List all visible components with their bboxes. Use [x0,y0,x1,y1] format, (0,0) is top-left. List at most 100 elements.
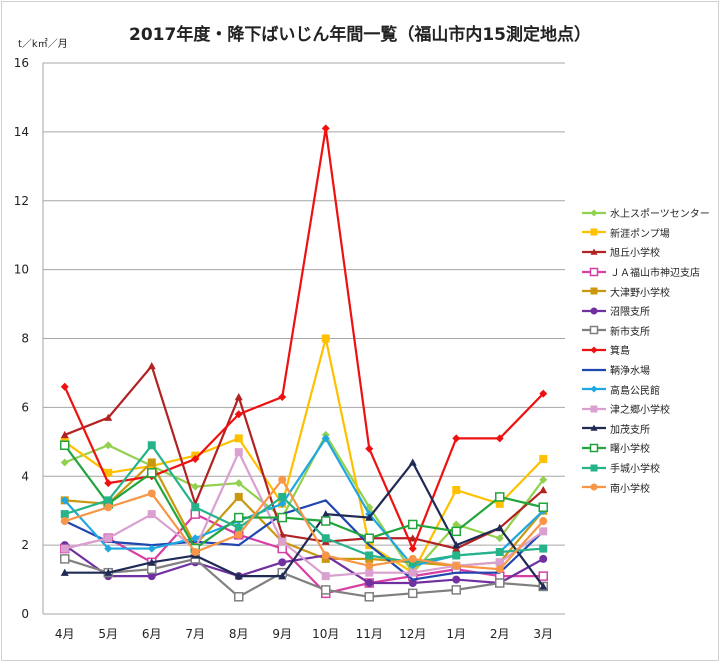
data-point [234,572,243,580]
data-point [408,554,417,563]
data-point [495,523,504,532]
data-point [452,434,461,443]
x-tick-label: 2月 [490,627,510,641]
legend-item: 津之郷小学校 [582,399,710,419]
x-tick-label: 11月 [356,627,383,641]
series-7 [60,554,548,602]
data-point [495,492,505,502]
legend-item: 鞆浄水場 [582,360,710,380]
y-tick-label: 8 [21,332,29,346]
data-point [451,526,461,537]
legend-swatch [582,209,606,217]
legend-swatch [582,368,606,371]
data-point [495,565,504,574]
legend-item: 旭丘小学校 [582,242,710,262]
data-point [590,385,598,393]
x-tick-label: 3月 [533,627,553,641]
data-point [590,464,598,472]
data-point [590,405,598,413]
x-tick-label: 10月 [312,627,339,641]
series-line [64,449,544,578]
data-point [321,534,330,543]
series-line [64,432,545,575]
data-point [191,503,200,512]
legend-label: 津之郷小学校 [610,405,670,417]
x-tick-label: 6月 [142,627,162,641]
legend-label: 鞆浄水場 [610,366,650,378]
data-point [234,512,244,523]
data-point [495,558,504,567]
data-point [452,486,461,495]
chart-title: 2017年度・降下ばいじん年間一覧（福山市内15測定地点） [129,25,591,45]
data-point [321,516,331,526]
data-point [104,441,113,450]
data-point [590,483,598,491]
data-point [147,489,156,498]
legend-item: 新涯ポンプ場 [582,223,710,243]
data-point [589,443,599,453]
legend-swatch [582,424,606,432]
legend-item: 沼隈支所 [582,301,710,321]
data-point [147,468,157,478]
y-tick-label: 16 [14,56,29,70]
data-point [60,554,70,564]
data-point [104,534,113,543]
legend-swatch [582,267,606,276]
data-point [495,578,505,588]
x-tick-label: 9月 [272,627,292,641]
data-point [538,502,548,512]
legend-item: 手城小学校 [582,458,710,478]
data-point [104,496,113,505]
data-point [539,486,548,494]
legend-item: 南小学校 [582,477,710,497]
x-tick-label: 1月 [446,627,466,641]
data-point [191,548,200,557]
data-point [234,393,243,401]
data-point [147,558,156,566]
data-point [278,492,287,501]
y-tick-label: 2 [21,538,29,552]
legend-label: 新涯ポンプ場 [610,228,670,240]
data-point [147,441,156,450]
data-point [452,520,461,529]
data-point [590,307,598,315]
data-point [365,561,374,570]
data-point [147,362,156,370]
x-tick-label: 5月 [98,627,118,641]
data-point [191,455,200,464]
data-point [452,561,461,570]
data-point [408,458,417,466]
data-point [60,517,69,526]
series-line [64,338,545,575]
legend-label: 曙小学校 [610,444,650,456]
data-point [234,530,243,539]
data-point [408,534,417,542]
series-line [64,363,544,550]
data-point [104,468,113,477]
legend-item: 加茂支所 [582,419,710,439]
data-point [60,382,69,391]
legend-item: 箕島 [582,340,710,360]
x-tick-label: 4月 [55,627,75,641]
data-point [321,334,330,343]
data-point [539,544,548,553]
data-point [278,558,287,567]
data-point [452,575,461,584]
data-point [365,444,374,453]
data-point [539,389,548,398]
data-point [191,482,200,491]
data-point [147,510,156,519]
legend-swatch [582,405,606,413]
data-point [60,510,69,519]
data-point [234,479,243,488]
data-point [234,592,244,602]
series-line [64,460,545,588]
legend-item: 新市支所 [582,321,710,341]
data-point [147,564,157,574]
legend-label: 新市支所 [610,326,650,338]
data-point [364,533,374,543]
data-point [452,541,461,549]
data-point [104,479,113,488]
legend-item: 高島公民館 [582,379,710,399]
